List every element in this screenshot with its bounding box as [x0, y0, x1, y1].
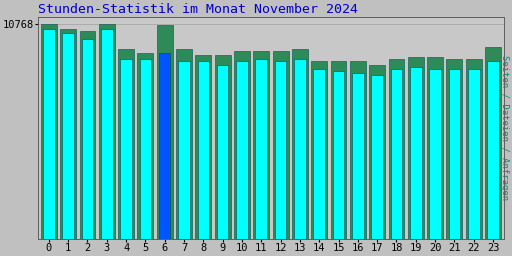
Bar — [215, 55, 230, 239]
Bar — [275, 61, 286, 239]
Bar — [120, 59, 132, 239]
Bar — [101, 29, 113, 239]
Bar — [427, 57, 443, 239]
Bar — [292, 49, 308, 239]
Bar — [389, 59, 404, 239]
Bar — [217, 65, 228, 239]
Bar — [178, 61, 190, 239]
Bar — [408, 57, 424, 239]
Bar — [466, 59, 482, 239]
Y-axis label: Seiten / Dateien / Anfragen: Seiten / Dateien / Anfragen — [500, 56, 509, 200]
Bar — [410, 67, 421, 239]
Bar — [198, 61, 209, 239]
Bar — [43, 29, 55, 239]
Bar — [333, 71, 345, 239]
Bar — [140, 59, 151, 239]
Bar — [429, 69, 441, 239]
Bar — [196, 55, 211, 239]
Bar — [294, 59, 306, 239]
Bar — [41, 24, 57, 239]
Bar — [449, 69, 460, 239]
Bar — [487, 61, 499, 239]
Bar — [81, 39, 93, 239]
Bar — [273, 51, 288, 239]
Bar — [157, 25, 173, 239]
Bar — [253, 51, 269, 239]
Bar — [371, 75, 383, 239]
Bar — [176, 49, 192, 239]
Bar — [99, 24, 115, 239]
Text: Stunden-Statistik im Monat November 2024: Stunden-Statistik im Monat November 2024 — [38, 3, 358, 16]
Bar — [236, 61, 248, 239]
Bar — [62, 33, 74, 239]
Bar — [234, 51, 250, 239]
Bar — [485, 47, 501, 239]
Bar — [468, 69, 480, 239]
Bar — [79, 31, 95, 239]
Bar — [255, 59, 267, 239]
Bar — [311, 61, 327, 239]
Bar — [331, 61, 347, 239]
Bar — [391, 69, 402, 239]
Bar — [137, 53, 153, 239]
Bar — [313, 69, 325, 239]
Bar — [446, 59, 462, 239]
Bar — [118, 49, 134, 239]
Bar — [369, 65, 385, 239]
Bar — [350, 61, 366, 239]
Bar — [352, 73, 364, 239]
Bar — [60, 29, 76, 239]
Bar — [159, 53, 170, 239]
